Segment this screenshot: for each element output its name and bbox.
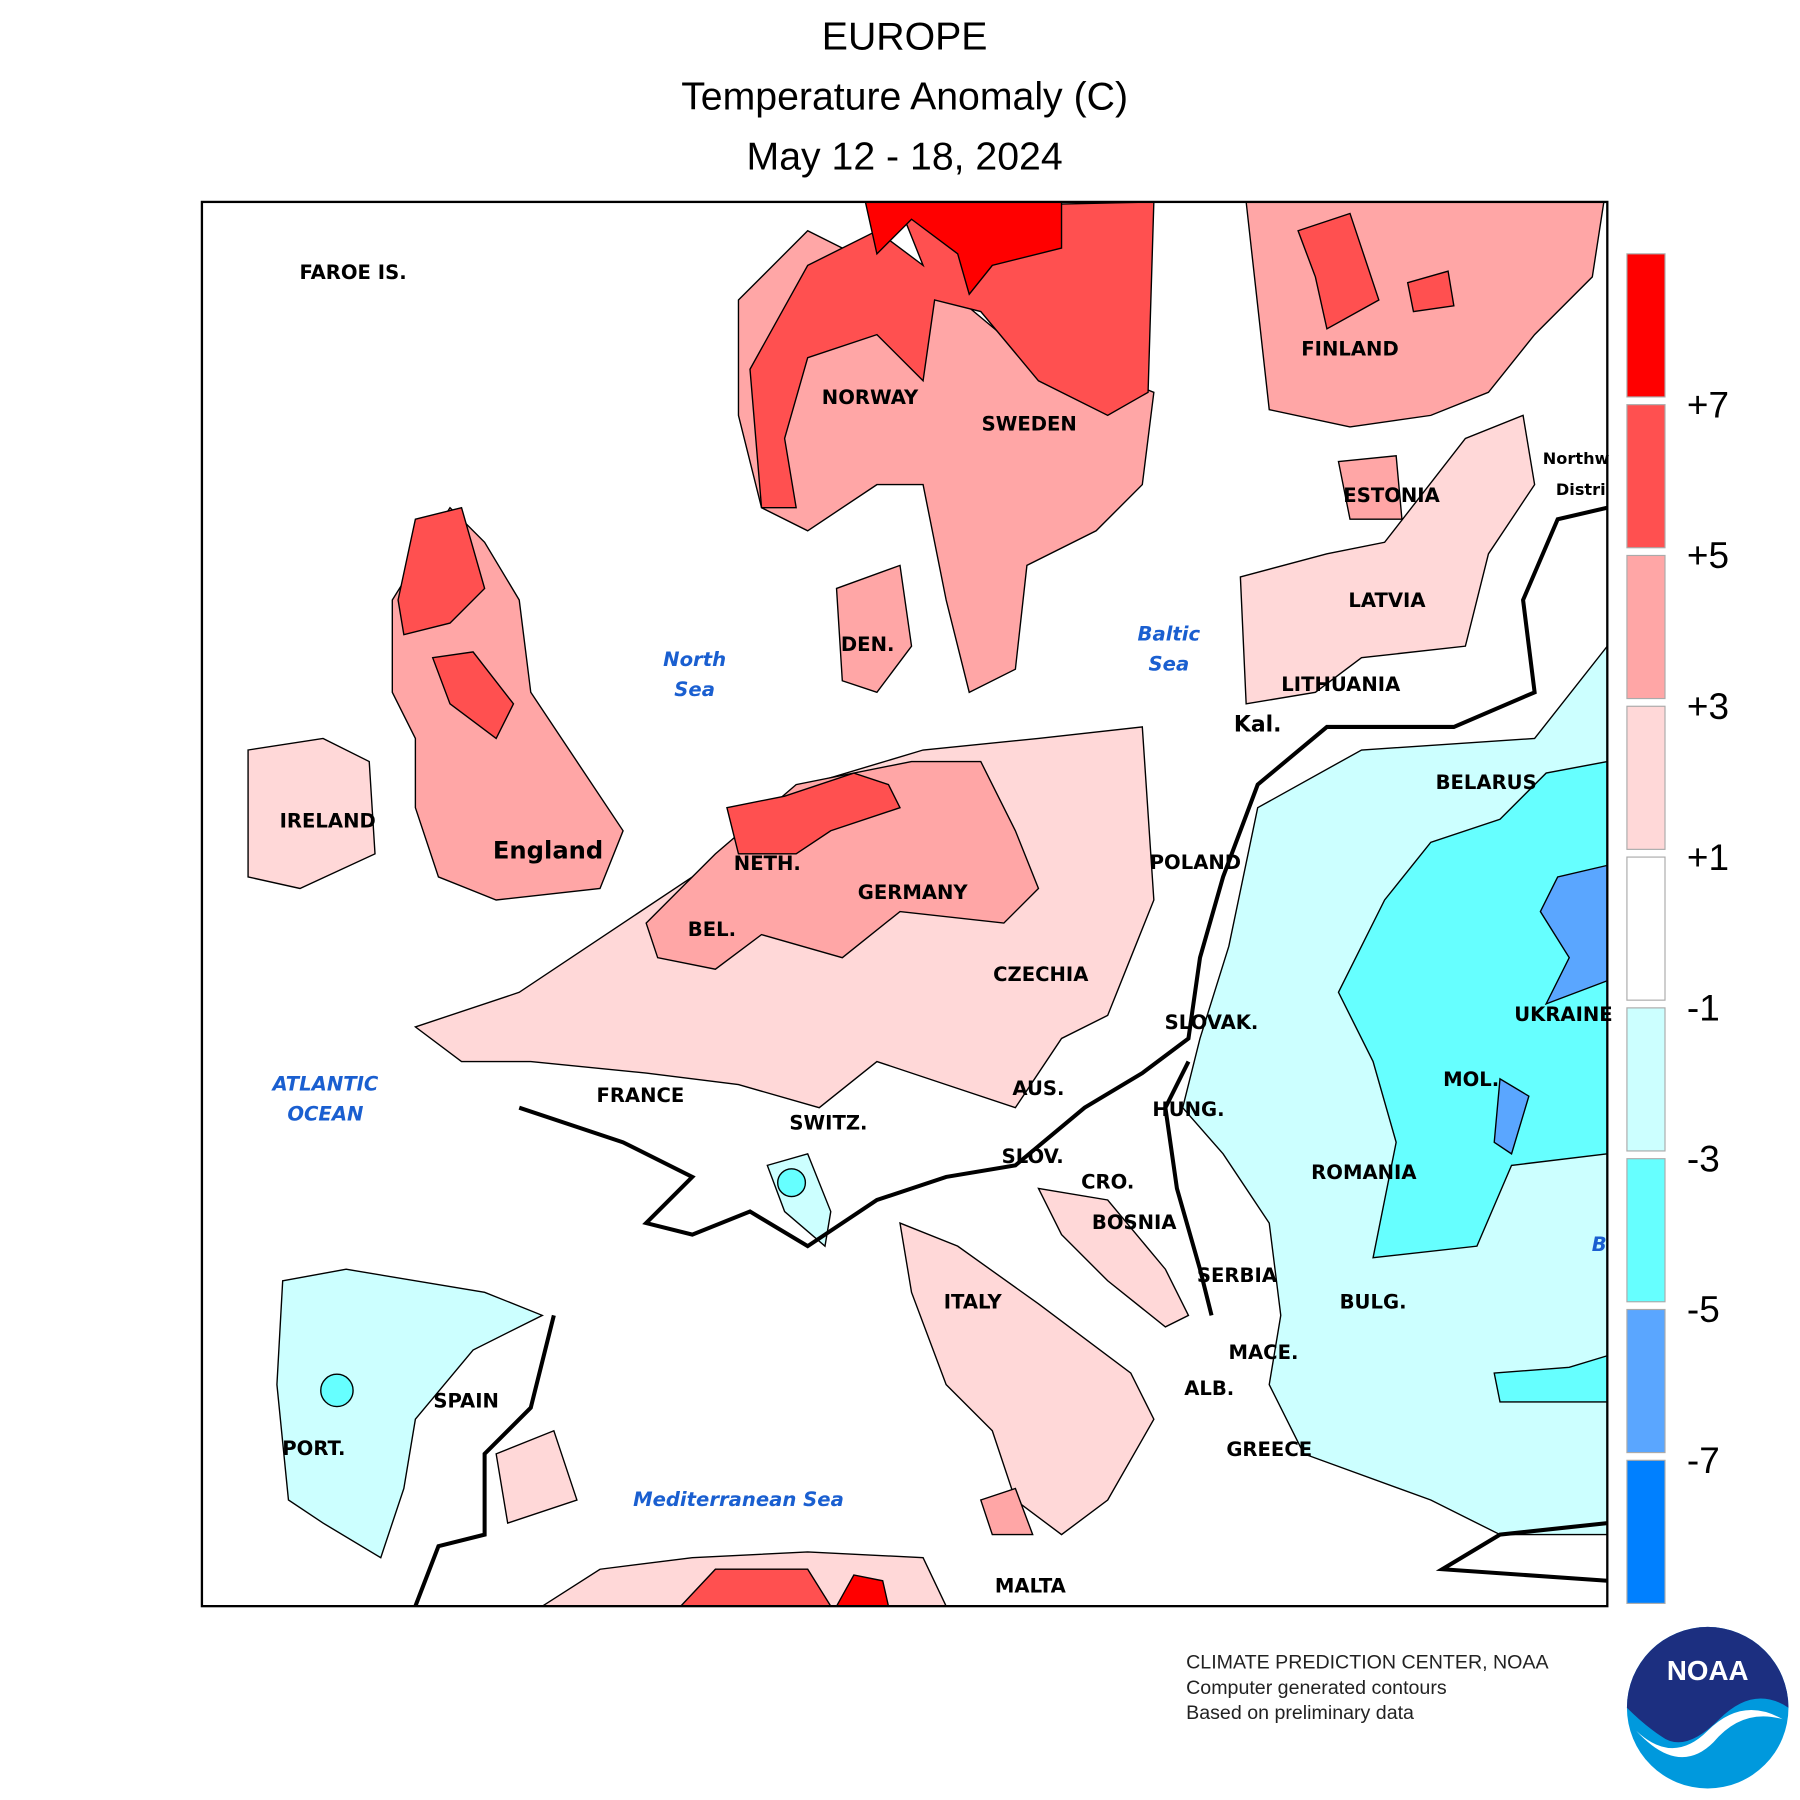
country-label: Kal. (1234, 713, 1282, 738)
country-label: AUS. (1012, 1077, 1064, 1100)
country-label: FAROE IS. (299, 261, 406, 284)
country-label: FINLAND (1301, 337, 1398, 360)
country-label: England (493, 836, 603, 864)
sea-label: Mediterranean Sea (633, 1488, 844, 1511)
legend-label: -5 (1687, 1289, 1720, 1330)
country-label: LATVIA (1348, 589, 1426, 612)
sea-label: Sea (1149, 652, 1190, 675)
country-label: Northw (1543, 449, 1610, 468)
country-label: ROMANIA (1311, 1161, 1417, 1184)
country-label: SLOV. (1002, 1145, 1064, 1168)
country-label: SWITZ. (789, 1112, 867, 1135)
country-label: NORWAY (822, 386, 919, 409)
country-label: LITHUANIA (1281, 673, 1401, 696)
legend-swatch (1626, 253, 1666, 398)
legend-label: +7 (1687, 384, 1729, 425)
country-label: SWEDEN (982, 412, 1077, 435)
country-label: POLAND (1150, 851, 1241, 874)
legend-label: +3 (1687, 686, 1729, 727)
country-label: BULG. (1340, 1290, 1407, 1313)
country-label: FRANCE (596, 1084, 684, 1107)
country-label: BELARUS (1436, 771, 1537, 794)
legend-swatch (1626, 1459, 1666, 1604)
legend-label: +5 (1687, 535, 1729, 576)
country-label: IRELAND (280, 809, 376, 832)
country-label: BEL. (688, 918, 736, 941)
sea-label: ATLANTIC (270, 1072, 378, 1095)
country-label: NETH. (734, 852, 801, 875)
country-label: MALTA (995, 1574, 1067, 1597)
country-label: SLOVAK. (1165, 1011, 1259, 1034)
sea-label: B (1592, 1233, 1607, 1256)
legend-label: +1 (1687, 837, 1729, 878)
country-label: ITALY (944, 1290, 1003, 1313)
credit: Computer generated contours (1186, 1677, 1447, 1699)
country-label: GREECE (1226, 1438, 1312, 1461)
country-label: SERBIA (1197, 1264, 1278, 1287)
country-label: SPAIN (433, 1390, 499, 1413)
legend-swatch (1626, 404, 1666, 549)
legend-swatch (1626, 1308, 1666, 1454)
country-label: ALB. (1184, 1377, 1234, 1400)
logo-text: NOAA (1667, 1655, 1749, 1686)
credit: Based on preliminary data (1186, 1702, 1414, 1724)
map-fill (201, 201, 1608, 1607)
credit: CLIMATE PREDICTION CENTER, NOAA (1186, 1651, 1549, 1673)
country-label: Distri (1556, 480, 1606, 499)
sea-label: Baltic (1138, 622, 1201, 645)
country-label: MOL. (1443, 1068, 1499, 1091)
legend: +7 +5 +3 +1 -1 -3 -5 -7 (1626, 253, 1729, 1604)
title-variable: Temperature Anomaly (C) (681, 75, 1128, 119)
country-label: BOSNIA (1092, 1211, 1177, 1234)
sea-label: Sea (674, 678, 715, 701)
country-label: DEN. (841, 633, 895, 656)
map-labels: FAROE IS. NORWAY SWEDEN FINLAND ESTONIA … (270, 261, 1612, 1597)
noaa-logo: NOAA (1626, 1626, 1789, 1789)
title-period: May 12 - 18, 2024 (747, 135, 1063, 179)
legend-swatch (1626, 1007, 1666, 1152)
country-label: CZECHIA (993, 963, 1089, 986)
title-region: EUROPE (822, 15, 988, 59)
country-label: PORT. (282, 1437, 345, 1460)
country-label: MACE. (1228, 1341, 1298, 1364)
country-label: HUNG. (1152, 1098, 1224, 1121)
legend-swatch (1626, 554, 1666, 700)
legend-label: -3 (1687, 1138, 1720, 1179)
country-label: GERMANY (858, 881, 969, 904)
country-label: UKRAINE (1514, 1003, 1613, 1026)
legend-swatch (1626, 1158, 1666, 1303)
legend-label: -7 (1687, 1440, 1720, 1481)
map-frame (200, 200, 1609, 1608)
sea-label: OCEAN (287, 1102, 363, 1125)
legend-swatch (1626, 705, 1666, 850)
sea-label: North (663, 648, 726, 671)
country-label: CRO. (1081, 1170, 1134, 1193)
legend-label: -1 (1687, 988, 1720, 1029)
legend-swatch (1626, 856, 1666, 1001)
country-label: ESTONIA (1343, 484, 1440, 507)
